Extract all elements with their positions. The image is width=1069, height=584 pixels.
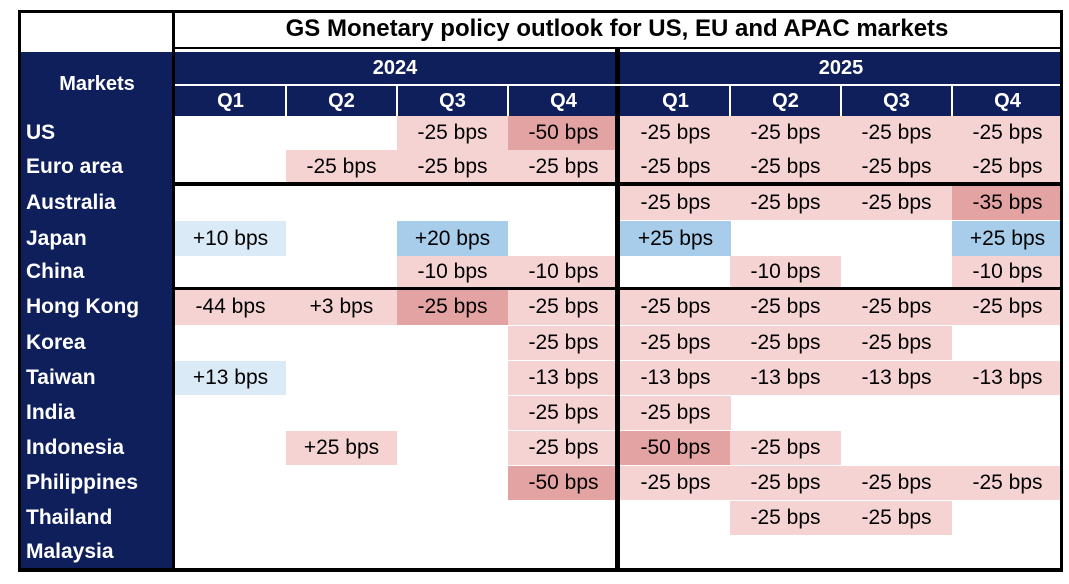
rate-cell: -10 bps — [730, 256, 841, 288]
rate-cell: -10 bps — [952, 256, 1063, 288]
market-label-australia: Australia — [26, 190, 116, 214]
outer-border-left — [18, 10, 21, 572]
market-label-china: China — [26, 260, 85, 283]
rate-cell: +10 bps — [175, 221, 286, 256]
rate-cell: -10 bps — [397, 256, 508, 288]
rate-cell: -25 bps — [397, 116, 508, 150]
quarter-header-2025-q4: Q4 — [952, 86, 1063, 116]
rate-cell: -25 bps — [508, 289, 619, 325]
outer-border-right — [1060, 10, 1063, 572]
rate-cell: -25 bps — [508, 150, 619, 184]
rate-cell: -25 bps — [841, 289, 952, 325]
rate-cell: -13 bps — [620, 361, 731, 395]
quarter-header-2024-q3: Q3 — [397, 86, 508, 116]
rate-cell: -13 bps — [730, 361, 841, 395]
year-header-2025: 2025 — [620, 52, 1062, 84]
rate-cell: -25 bps — [730, 466, 841, 500]
market-label-korea: Korea — [26, 331, 86, 354]
quarter-separator — [729, 86, 731, 116]
rate-cell: -25 bps — [508, 396, 619, 430]
rate-cell: -25 bps — [730, 116, 841, 150]
market-label-india: India — [26, 401, 76, 424]
quarter-header-2024-q1: Q1 — [175, 86, 286, 116]
rate-cell: -25 bps — [620, 466, 731, 500]
quarter-separator — [840, 86, 842, 116]
year-header-2024: 2024 — [175, 52, 615, 84]
quarter-header-2024-q4: Q4 — [508, 86, 619, 116]
rate-cell: -25 bps — [397, 289, 508, 325]
rate-cell: +20 bps — [397, 221, 508, 256]
quarter-separator — [507, 86, 509, 116]
rate-cell: -25 bps — [841, 116, 952, 150]
rate-cell: -25 bps — [730, 501, 841, 535]
rate-cell: -25 bps — [397, 150, 508, 184]
market-label-taiwan: Taiwan — [26, 366, 96, 389]
rate-cell: -25 bps — [620, 396, 731, 430]
market-label-hong-kong: Hong Kong — [26, 295, 140, 318]
rate-cell: -13 bps — [952, 361, 1063, 395]
quarter-header-2024-q2: Q2 — [286, 86, 397, 116]
rate-cell: -13 bps — [841, 361, 952, 395]
rate-cell: +25 bps — [620, 221, 731, 256]
rate-cell: -25 bps — [286, 150, 397, 184]
rate-cell: -25 bps — [508, 431, 619, 465]
rate-cell: +25 bps — [286, 431, 397, 465]
title-left-border — [172, 10, 175, 50]
quarter-separator — [285, 86, 287, 116]
quarter-header-2025-q2: Q2 — [730, 86, 841, 116]
markets-header: Markets — [20, 52, 174, 116]
rate-cell: -25 bps — [730, 150, 841, 184]
rate-cell: -50 bps — [508, 116, 619, 150]
group-separator-1 — [172, 182, 1063, 186]
rate-cell: -10 bps — [508, 256, 619, 288]
rate-cell: +3 bps — [286, 289, 397, 325]
rate-cell: -50 bps — [508, 466, 619, 500]
rate-cell: -25 bps — [730, 185, 841, 220]
market-label-japan: Japan — [26, 226, 87, 250]
quarter-header-2025-q1: Q1 — [620, 86, 731, 116]
rate-cell: -25 bps — [620, 289, 731, 325]
quarter-separator — [396, 86, 398, 116]
markets-divider — [172, 48, 175, 568]
group-separator-2 — [172, 287, 1063, 290]
rate-cell: -25 bps — [730, 431, 841, 465]
rate-cell: -25 bps — [620, 116, 731, 150]
rate-cell: -35 bps — [952, 185, 1063, 220]
rate-cell: -25 bps — [952, 466, 1063, 500]
rate-cell: +25 bps — [952, 221, 1063, 256]
rate-cell: -25 bps — [730, 289, 841, 325]
rate-cell: -25 bps — [620, 185, 731, 220]
market-label-euro-area: Euro area — [26, 155, 123, 178]
market-label-thailand: Thailand — [26, 506, 113, 529]
rate-cell: -25 bps — [841, 501, 952, 535]
rate-cell: -25 bps — [508, 326, 619, 360]
rate-cell: -44 bps — [175, 289, 286, 325]
year-header-underline — [175, 84, 1060, 86]
rate-cell: -25 bps — [952, 116, 1063, 150]
year-divider — [615, 48, 620, 568]
market-label-us: US — [26, 121, 56, 144]
rate-cell: -25 bps — [620, 326, 731, 360]
table-title: GS Monetary policy outlook for US, EU an… — [285, 15, 949, 42]
rate-cell: -25 bps — [841, 466, 952, 500]
markets-column — [20, 116, 174, 568]
quarter-header-2025-q3: Q3 — [841, 86, 952, 116]
rate-cell: -50 bps — [620, 431, 731, 465]
market-label-malaysia: Malaysia — [26, 540, 114, 563]
rate-cell: -25 bps — [952, 150, 1063, 184]
quarter-separator — [951, 86, 953, 116]
outer-border-top — [18, 10, 1063, 13]
market-label-philippines: Philippines — [26, 471, 139, 494]
rate-cell: -25 bps — [952, 289, 1063, 325]
rate-cell: -25 bps — [620, 150, 731, 184]
rate-cell: -25 bps — [841, 185, 952, 220]
rate-cell: -25 bps — [730, 326, 841, 360]
outer-border-bottom — [18, 568, 1063, 572]
rate-cell: -13 bps — [508, 361, 619, 395]
rate-cell: -25 bps — [841, 326, 952, 360]
market-label-indonesia: Indonesia — [26, 436, 125, 459]
rate-cell: -25 bps — [841, 150, 952, 184]
rate-cell: +13 bps — [175, 361, 286, 395]
